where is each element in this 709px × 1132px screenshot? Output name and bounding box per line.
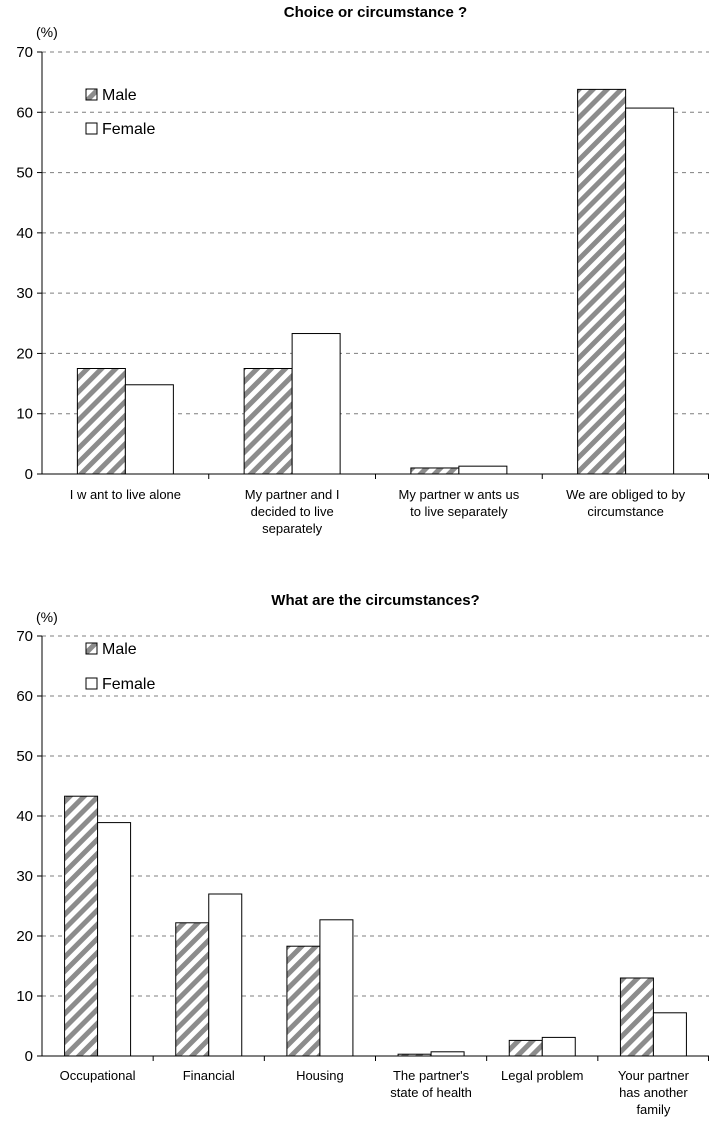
category-label: My partner and I bbox=[245, 487, 340, 502]
y-axis-unit-label: (%) bbox=[36, 24, 58, 40]
category-label: My partner w ants us bbox=[399, 487, 520, 502]
category-label: family bbox=[636, 1102, 670, 1117]
bar-female-2 bbox=[291, 333, 341, 475]
y-tick-label: 30 bbox=[16, 868, 33, 885]
category-label: has another bbox=[619, 1085, 688, 1100]
category-label: We are obliged to by bbox=[566, 487, 685, 502]
legend-swatch-male bbox=[85, 88, 98, 101]
bar-male-2 bbox=[243, 368, 293, 475]
bar-male-1 bbox=[76, 368, 126, 475]
bar-male-3 bbox=[410, 467, 460, 475]
bar-female-2 bbox=[208, 893, 243, 1057]
y-tick-label: 40 bbox=[16, 808, 33, 825]
y-tick-label: 60 bbox=[16, 104, 33, 121]
bar-female-1 bbox=[124, 384, 174, 475]
category-label: Financial bbox=[183, 1068, 235, 1083]
bar-male-1 bbox=[64, 795, 99, 1057]
category-label: Occupational bbox=[60, 1068, 136, 1083]
legend-label-male: Male bbox=[102, 641, 137, 658]
category-label: state of health bbox=[390, 1085, 472, 1100]
y-tick-label: 50 bbox=[16, 165, 33, 182]
bar-female-3 bbox=[319, 919, 354, 1057]
y-tick-label: 0 bbox=[25, 1048, 33, 1065]
chart-title: Choice or circumstance ? bbox=[284, 4, 467, 21]
legend: Male Female bbox=[85, 87, 155, 138]
bar-male-3 bbox=[286, 945, 321, 1057]
y-tick-label: 70 bbox=[16, 628, 33, 645]
chart-title: What are the circumstances? bbox=[271, 592, 479, 609]
bar-female-1 bbox=[97, 822, 132, 1057]
category-label: Legal problem bbox=[501, 1068, 583, 1083]
category-label: circumstance bbox=[587, 504, 664, 519]
y-axis-unit-label: (%) bbox=[36, 609, 58, 625]
category-label: The partner's bbox=[393, 1068, 470, 1083]
legend-swatch-female bbox=[85, 122, 98, 135]
bar-female-5 bbox=[541, 1036, 576, 1057]
bar-female-4 bbox=[430, 1051, 465, 1057]
category-label: to live separately bbox=[410, 504, 508, 519]
y-tick-label: 20 bbox=[16, 928, 33, 945]
y-tick-label: 70 bbox=[16, 44, 33, 61]
category-label: separately bbox=[262, 521, 322, 536]
category-label: Housing bbox=[296, 1068, 344, 1083]
bar-female-4 bbox=[625, 107, 675, 475]
legend: Male Female bbox=[85, 641, 155, 693]
category-label: Your partner bbox=[618, 1068, 690, 1083]
y-tick-label: 20 bbox=[16, 345, 33, 362]
category-label: I w ant to live alone bbox=[70, 487, 181, 502]
chart-panel-1: Choice or circumstance ? (%) 0 10 20 30 40 50 60… bbox=[16, 4, 709, 536]
y-tick-label: 10 bbox=[16, 406, 33, 423]
y-tick-label: 0 bbox=[25, 466, 33, 483]
bar-male-5 bbox=[508, 1039, 543, 1057]
bar-male-2 bbox=[175, 922, 210, 1057]
legend-swatch-male bbox=[85, 642, 98, 655]
y-tick-label: 60 bbox=[16, 688, 33, 705]
chart-panel-2: What are the circumstances? (%) 0 10 20 30 40 5… bbox=[16, 592, 709, 1117]
legend-label-female: Female bbox=[102, 676, 155, 693]
y-tick-label: 30 bbox=[16, 285, 33, 302]
bar-male-4 bbox=[577, 88, 627, 475]
y-tick-label: 10 bbox=[16, 988, 33, 1005]
y-tick-label: 50 bbox=[16, 748, 33, 765]
bar-female-6 bbox=[652, 1012, 687, 1057]
bar-female-3 bbox=[458, 465, 508, 475]
legend-swatch-female bbox=[85, 677, 98, 690]
legend-label-female: Female bbox=[102, 121, 155, 138]
y-tick-label: 40 bbox=[16, 225, 33, 242]
category-label: decided to live bbox=[251, 504, 334, 519]
bar-male-6 bbox=[619, 977, 654, 1057]
legend-label-male: Male bbox=[102, 87, 137, 104]
